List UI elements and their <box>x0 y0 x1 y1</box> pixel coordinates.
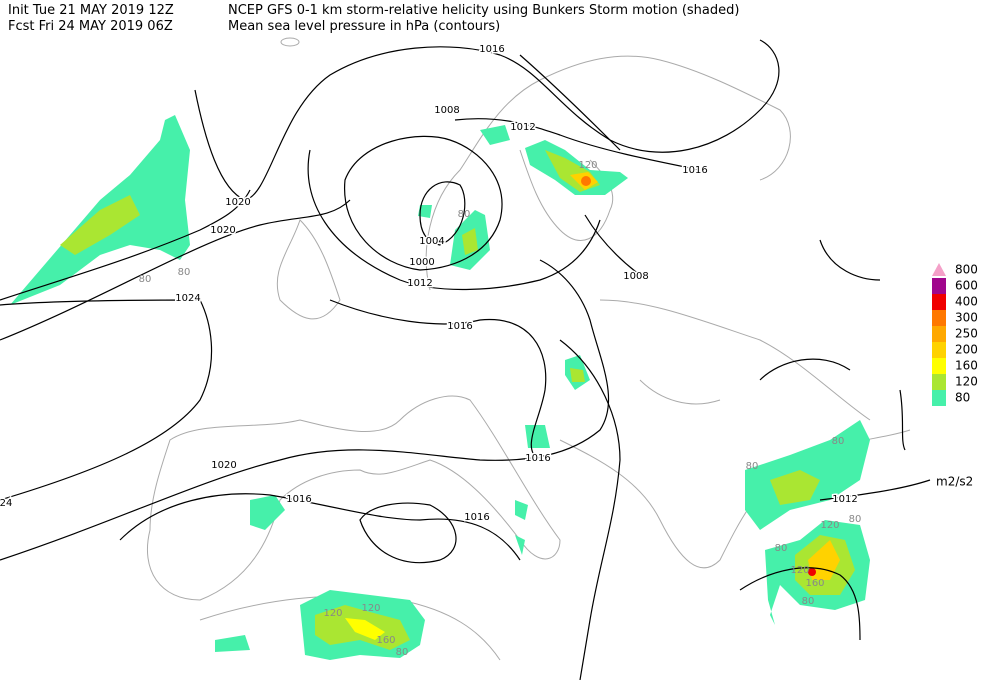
legend-label: 600 <box>955 279 978 293</box>
contour-label: 1016 <box>479 44 504 55</box>
shading-label: 80 <box>458 209 471 220</box>
shaded-area <box>60 195 140 255</box>
contour-label: 1000 <box>409 257 434 268</box>
shading-label: 80 <box>832 436 845 447</box>
contour-label: 1008 <box>623 271 648 282</box>
contour-label: 1012 <box>407 278 432 289</box>
coastline <box>146 395 561 601</box>
shading-label: 120 <box>820 520 839 531</box>
legend-label: 160 <box>955 359 978 373</box>
title: NCEP GFS 0-1 km storm-relative helicity … <box>228 3 739 18</box>
isobar <box>454 118 701 171</box>
isobar <box>0 259 610 561</box>
isobar <box>0 199 351 341</box>
isobar <box>194 39 780 201</box>
legend-swatch <box>932 278 946 294</box>
contour-label: 1016 <box>286 494 311 505</box>
shading-label: 160 <box>805 578 824 589</box>
shaded-area <box>808 568 816 576</box>
shading-label: 80 <box>746 461 759 472</box>
legend-label: 400 <box>955 295 978 309</box>
isobar <box>0 189 251 301</box>
contour-label: 1012 <box>832 494 857 505</box>
contour-label: 1020 <box>210 225 235 236</box>
shaded-area <box>345 618 385 640</box>
legend: m2/s2 800 600 400 300 250 200 160 120 80 <box>932 263 978 489</box>
coastline <box>599 299 871 421</box>
isobar <box>739 567 861 641</box>
subtitle: Mean sea level pressure in hPa (contours… <box>228 19 500 34</box>
isobar <box>359 502 457 564</box>
shading-label: 120 <box>578 160 597 171</box>
legend-label: 120 <box>955 375 978 389</box>
shading-labels: 120 80 80 80 80 80 120 80 80 120 160 80 … <box>139 160 862 658</box>
isobar <box>559 339 621 680</box>
contour-label: 1016 <box>447 321 472 332</box>
isobar <box>329 299 547 461</box>
contour-label: 1016 <box>682 165 707 176</box>
contour-label: 1016 <box>525 453 550 464</box>
init-time: Init Tue 21 MAY 2019 12Z <box>8 3 174 18</box>
contour-label: 1004 <box>419 236 444 247</box>
shading-label: 120 <box>323 608 342 619</box>
lake <box>280 37 300 47</box>
legend-unit: m2/s2 <box>936 475 973 489</box>
isobar <box>119 493 521 561</box>
contour-label: 1016 <box>464 512 489 523</box>
contour-label: 1008 <box>434 105 459 116</box>
legend-swatch <box>932 326 946 342</box>
contour-label: 1020 <box>225 197 250 208</box>
contour-label: 1020 <box>211 460 236 471</box>
shading-label: 80 <box>178 267 191 278</box>
legend-swatch <box>932 342 946 358</box>
legend-swatch <box>932 263 946 276</box>
shading-label: 120 <box>361 603 380 614</box>
isobar <box>344 135 503 271</box>
shading-label: 120 <box>790 565 809 576</box>
legend-label: 250 <box>955 327 978 341</box>
shaded-area <box>570 368 585 382</box>
isobar <box>419 181 466 246</box>
isobar <box>0 299 213 501</box>
legend-label: 800 <box>955 263 978 277</box>
isobar <box>759 358 931 501</box>
legend-swatch <box>932 310 946 326</box>
contour-label: 1024 <box>175 293 200 304</box>
legend-swatch <box>932 358 946 374</box>
isobar <box>819 239 906 451</box>
legend-label: 300 <box>955 311 978 325</box>
shaded-area <box>581 176 591 186</box>
legend-swatch <box>932 390 946 406</box>
legend-label: 80 <box>955 391 970 405</box>
forecast-time: Fcst Fri 24 MAY 2019 06Z <box>8 19 173 34</box>
shaded-area <box>462 228 478 255</box>
pressure-contours <box>0 39 931 680</box>
helicity-shading <box>10 115 870 660</box>
contour-labels: 1016 1008 1012 1016 1020 1020 1004 1000 … <box>0 43 859 525</box>
legend-label: 200 <box>955 343 978 357</box>
shading-label: 80 <box>396 647 409 658</box>
contour-label: 24 <box>0 498 12 509</box>
legend-swatch <box>932 294 946 310</box>
contour-label: 1012 <box>510 122 535 133</box>
shading-label: 160 <box>376 635 395 646</box>
coastline <box>276 219 341 320</box>
isobar <box>519 54 641 276</box>
shading-label: 80 <box>802 596 815 607</box>
shaded-area <box>770 470 820 505</box>
shaded-area <box>418 125 510 270</box>
shaded-area <box>808 540 840 580</box>
shading-label: 80 <box>139 274 152 285</box>
shading-label: 80 <box>849 514 862 525</box>
legend-swatch <box>932 374 946 390</box>
shading-label: 80 <box>775 543 788 554</box>
